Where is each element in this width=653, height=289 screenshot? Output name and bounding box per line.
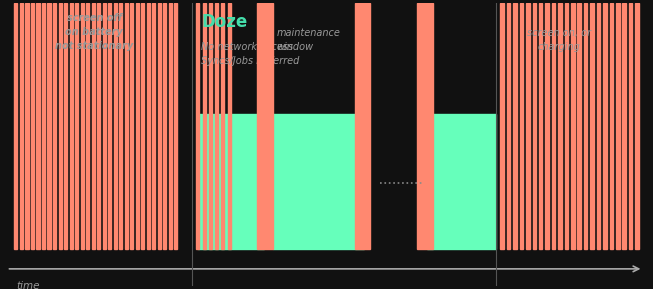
Bar [108,3,111,249]
Bar [610,3,613,249]
Bar [355,3,370,249]
Text: screen off
on battery
not stationary: screen off on battery not stationary [56,13,133,51]
Bar [141,3,144,249]
Bar [130,3,133,249]
Bar [629,3,632,249]
Bar [169,3,172,249]
Bar [174,3,178,249]
Bar [197,3,199,249]
Bar [558,3,562,249]
Bar [507,3,511,249]
Bar [539,3,543,249]
Bar [565,3,568,249]
Text: time: time [16,281,39,289]
Bar [119,3,122,249]
Bar [616,3,620,249]
Bar [59,3,61,249]
Bar [209,3,212,249]
Text: screen on, or
charging: screen on, or charging [526,27,591,51]
Bar [545,3,549,249]
Bar [417,3,433,249]
Bar [25,3,29,249]
Bar [500,3,504,249]
Bar [48,3,50,249]
Bar [42,3,45,249]
Bar [257,3,273,249]
Bar [571,3,575,249]
Bar [603,3,607,249]
Text: Doze: Doze [201,13,247,31]
Bar [125,3,128,249]
Bar [635,3,639,249]
Bar [20,3,23,249]
Bar [584,3,588,249]
Bar [64,3,67,249]
Bar [202,3,206,249]
Bar [526,3,530,249]
Bar [91,3,95,249]
Bar [590,3,594,249]
Bar [221,3,225,249]
Bar [80,3,84,249]
Bar [513,3,517,249]
Bar [273,114,364,249]
Bar [215,3,218,249]
Bar [198,114,264,249]
Bar [70,3,72,249]
Bar [31,3,34,249]
Bar [158,3,161,249]
Bar [520,3,523,249]
Bar [552,3,555,249]
Bar [147,3,150,249]
Bar [136,3,139,249]
Bar [597,3,600,249]
Bar [532,3,536,249]
Bar [427,114,496,249]
Text: No network access
Syncs/Jobs Deferred: No network access Syncs/Jobs Deferred [201,42,299,66]
Bar [103,3,106,249]
Bar [228,3,231,249]
Bar [14,3,18,249]
Bar [577,3,581,249]
Text: maintenance
window: maintenance window [276,27,340,51]
Bar [114,3,117,249]
Bar [163,3,167,249]
Bar [86,3,89,249]
Bar [622,3,626,249]
Bar [37,3,40,249]
Bar [53,3,56,249]
Bar [97,3,101,249]
Bar [75,3,78,249]
Bar [152,3,155,249]
